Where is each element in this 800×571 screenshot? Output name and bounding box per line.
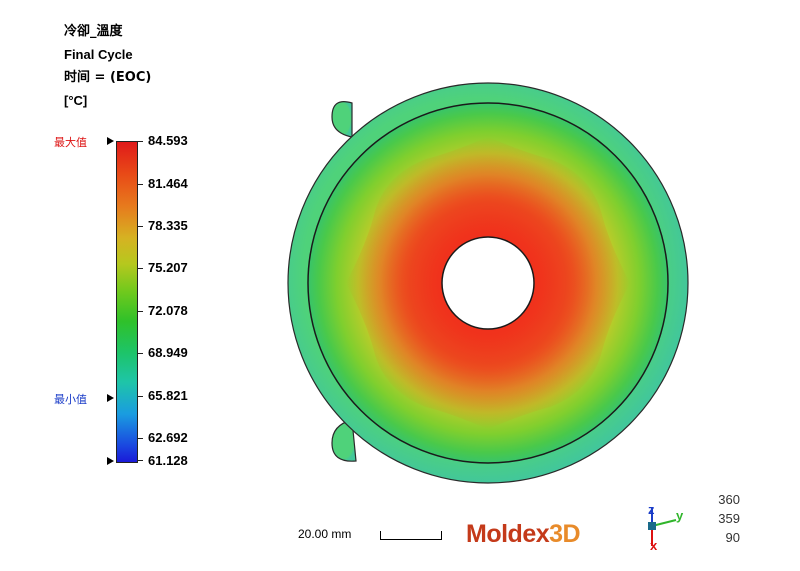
- legend-tick: [137, 141, 143, 142]
- cycle-label: Final Cycle: [64, 47, 133, 62]
- legend-tick: [137, 396, 143, 397]
- view-angles: 360 359 90: [700, 490, 740, 547]
- legend-tick-label: 62.692: [148, 430, 188, 445]
- flange-tab-bottom: [331, 419, 357, 462]
- legend-tick: [137, 226, 143, 227]
- legend-tick: [137, 438, 143, 439]
- max-marker-label: 最大值: [54, 136, 87, 149]
- scale-bar: [380, 531, 442, 540]
- scale-label: 20.00 mm: [298, 527, 352, 541]
- legend-tick: [137, 311, 143, 312]
- legend-tick: [137, 460, 143, 461]
- temperature-contour-plot: [287, 82, 689, 484]
- legend-tick-label: 61.128: [148, 453, 188, 468]
- result-header: 冷卻_溫度 Final Cycle 时间 = (EOC) [°C]: [64, 20, 151, 112]
- min-marker-arrow-icon: [107, 394, 114, 402]
- axis-x-label: x: [650, 538, 658, 553]
- moldex3d-logo: Moldex3D: [466, 520, 581, 549]
- result-name: 冷卻_溫度: [64, 24, 123, 39]
- flange-tab-top: [331, 101, 353, 138]
- legend-tick-label: 72.078: [148, 303, 188, 318]
- legend-tick-label: 84.593: [148, 133, 188, 148]
- legend-tick: [137, 353, 143, 354]
- legend-tick-label: 81.464: [148, 176, 188, 191]
- axis-triad-icon: z y x: [648, 502, 684, 553]
- time-label: 时间 = (EOC): [64, 70, 152, 85]
- center-hole: [441, 236, 535, 330]
- axis-z-label: z: [648, 502, 655, 517]
- legend-tick-label: 78.335: [148, 218, 188, 233]
- max-marker-arrow-icon: [107, 137, 114, 145]
- view-angle-3: 90: [725, 530, 740, 545]
- legend-tick-label: 68.949: [148, 345, 188, 360]
- view-angle-1: 360: [718, 492, 740, 507]
- logo-text-3d: 3D: [549, 520, 581, 548]
- min-marker-label: 最小值: [54, 393, 87, 406]
- legend-tick-label: 65.821: [148, 388, 188, 403]
- unit-label: [°C]: [64, 93, 88, 108]
- legend-tick: [137, 184, 143, 185]
- view-angle-2: 359: [718, 511, 740, 526]
- logo-text-moldex: Moldex: [466, 520, 550, 548]
- axis-y-label: y: [676, 508, 684, 523]
- legend-tick-label: 75.207: [148, 260, 188, 275]
- bottom-marker-arrow-icon: [107, 457, 114, 465]
- legend-tick: [137, 268, 143, 269]
- temperature-colorbar: [116, 141, 138, 463]
